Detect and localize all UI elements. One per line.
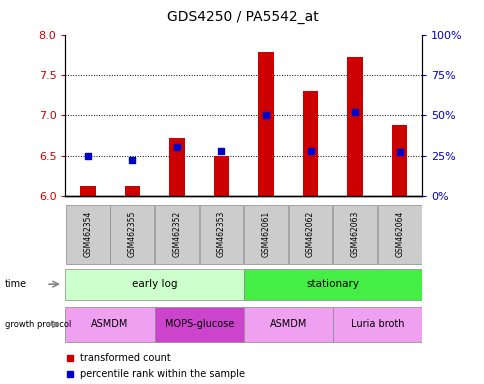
Text: GSM462354: GSM462354 (83, 211, 92, 257)
Point (173, 144, 181, 151)
Bar (333, 205, 376, 264)
Text: ASMDM: ASMDM (269, 319, 306, 329)
Bar (243, 269, 421, 300)
Text: growth protocol: growth protocol (5, 320, 71, 329)
Bar (65, 269, 243, 300)
Text: GSM462064: GSM462064 (394, 211, 403, 257)
Text: time: time (5, 279, 27, 289)
Bar (169, 138, 184, 196)
Bar (288, 205, 332, 264)
Point (350, 109, 358, 115)
Point (261, 112, 269, 118)
Text: Luria broth: Luria broth (350, 319, 403, 329)
Point (306, 147, 314, 154)
Text: GSM462353: GSM462353 (216, 211, 226, 257)
Bar (377, 205, 421, 264)
Text: ASMDM: ASMDM (91, 319, 128, 329)
Bar (66, 205, 109, 264)
Text: GSM462355: GSM462355 (128, 211, 136, 257)
Text: GSM462061: GSM462061 (261, 211, 270, 257)
Bar (65, 307, 154, 342)
Bar (243, 205, 287, 264)
Bar (391, 125, 407, 196)
Bar (332, 307, 421, 342)
Point (128, 157, 136, 164)
Text: GSM462063: GSM462063 (350, 211, 359, 257)
Text: stationary: stationary (306, 279, 359, 289)
Bar (124, 186, 140, 196)
Point (217, 147, 225, 154)
Bar (154, 307, 243, 342)
Text: transformed count: transformed count (80, 353, 171, 363)
Bar (199, 205, 243, 264)
Bar (213, 156, 229, 196)
Point (84, 152, 91, 159)
Bar (155, 205, 198, 264)
Bar (347, 57, 362, 196)
Point (395, 149, 403, 156)
Bar (80, 186, 95, 196)
Bar (302, 91, 318, 196)
Text: percentile rank within the sample: percentile rank within the sample (80, 369, 245, 379)
Text: MOPS-glucose: MOPS-glucose (164, 319, 233, 329)
Bar (243, 307, 332, 342)
Text: GDS4250 / PA5542_at: GDS4250 / PA5542_at (166, 10, 318, 24)
Text: GSM462352: GSM462352 (172, 211, 181, 257)
Bar (257, 52, 273, 196)
Bar (110, 205, 154, 264)
Text: GSM462062: GSM462062 (305, 211, 315, 257)
Text: early log: early log (132, 279, 177, 289)
